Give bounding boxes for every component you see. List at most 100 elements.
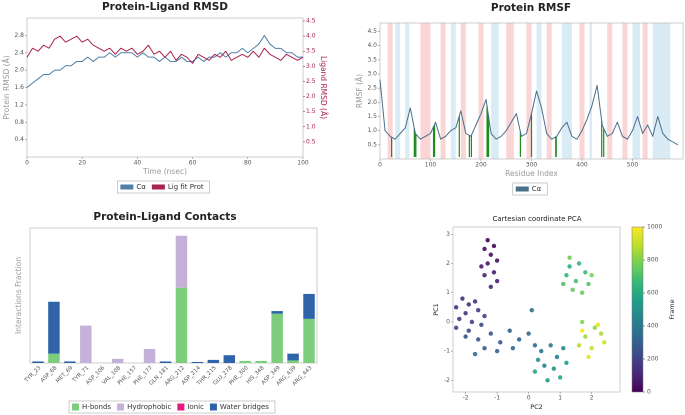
legend-label: Cα xyxy=(532,185,542,193)
bar-segment xyxy=(175,287,188,363)
scatter-point xyxy=(554,354,560,360)
scatter-point xyxy=(488,284,494,290)
bar-segment xyxy=(303,318,315,363)
y-tick-label: 2.5 xyxy=(367,85,377,92)
y-tick-label: 1.5 xyxy=(367,113,377,120)
x-tick-label: -2 xyxy=(463,395,469,402)
structure-band xyxy=(642,23,648,159)
legend-swatch xyxy=(72,403,80,411)
bar-segment xyxy=(159,361,172,363)
structure-band xyxy=(395,23,401,159)
x-axis-label: Residue Index xyxy=(505,169,558,178)
legend-swatch xyxy=(117,403,125,411)
x-tick-label: TYR_23 xyxy=(23,365,43,385)
legend: Cα xyxy=(512,182,548,196)
bar-segment xyxy=(303,293,315,319)
scatter-point xyxy=(561,281,566,287)
structure-band xyxy=(478,23,484,159)
scatter-point xyxy=(567,264,572,269)
structure-band xyxy=(579,23,585,159)
x-tick-label: 0 xyxy=(25,160,29,167)
legend-box xyxy=(512,182,548,196)
scatter-point xyxy=(494,348,500,354)
scatter-point xyxy=(460,296,465,301)
x-tick-label: -1 xyxy=(494,395,500,402)
structure-band xyxy=(420,23,431,159)
scatter-point xyxy=(579,328,585,333)
legend-label: Cα xyxy=(136,183,146,191)
scatter-point xyxy=(479,264,484,269)
structure-band xyxy=(561,23,572,159)
x-tick-label: 20 xyxy=(78,160,86,167)
scatter-point xyxy=(482,345,487,351)
scatter-point xyxy=(482,246,487,252)
structure-band xyxy=(460,23,466,159)
bar-segment xyxy=(175,235,188,288)
x-axis-label: Time (nsec) xyxy=(142,167,187,176)
x-tick-label: 500 xyxy=(627,162,639,169)
legend-label: H-bonds xyxy=(82,403,111,411)
legend-swatch xyxy=(209,403,217,411)
y-tick-label: 0.8 xyxy=(14,119,24,126)
bar-segment xyxy=(64,361,76,363)
y2-tick-label: 4.0 xyxy=(306,33,316,40)
legend-swatch xyxy=(120,184,134,190)
scatter-point xyxy=(576,343,582,348)
bar-segment xyxy=(207,359,220,363)
scatter-point xyxy=(476,337,481,342)
scatter-point xyxy=(545,378,550,383)
scatter-point xyxy=(488,331,494,336)
x-tick-label: 100 xyxy=(297,160,309,167)
scatter-point xyxy=(488,252,494,257)
structure-band xyxy=(387,23,393,159)
scatter-point xyxy=(482,272,487,278)
bar-segment xyxy=(271,311,283,314)
y2-tick-label: 2.5 xyxy=(306,78,316,85)
y-tick-label: 3.0 xyxy=(367,71,377,78)
bar-segment xyxy=(255,360,267,363)
series-line xyxy=(26,35,304,64)
structure-band xyxy=(405,23,410,159)
x-tick-label: MET_69 xyxy=(55,365,75,385)
bar-segment xyxy=(111,358,124,363)
x-tick-label: 200 xyxy=(475,162,487,169)
y-tick-label: 1.6 xyxy=(14,84,24,91)
y-axis-label: Interactions Fraction xyxy=(14,257,23,334)
scatter-point xyxy=(573,278,579,284)
scatter-point xyxy=(579,319,585,325)
scatter-point xyxy=(498,340,503,345)
bar-segment xyxy=(143,348,156,363)
y-tick-label: 4.5 xyxy=(367,28,377,35)
bar-segment xyxy=(48,353,60,363)
x-tick-label: 40 xyxy=(134,160,142,167)
structure-band xyxy=(607,23,613,159)
colorbar xyxy=(631,226,644,393)
y-tick-label: 2 xyxy=(446,260,450,267)
scatter-point xyxy=(602,340,607,345)
scatter-point xyxy=(482,313,487,319)
scatter-point xyxy=(551,366,557,371)
scatter-point xyxy=(485,237,490,243)
y2-tick-label: 4.5 xyxy=(306,18,316,25)
scatter-point xyxy=(570,287,575,292)
y2-tick-label: 2.0 xyxy=(306,93,316,100)
colorbar-tick-label: 1000 xyxy=(647,224,662,231)
x-axis-label: PC2 xyxy=(530,403,543,411)
scatter-point xyxy=(494,278,500,284)
y2-tick-label: 1.0 xyxy=(306,123,316,130)
y-tick-label: 0.4 xyxy=(14,136,24,143)
scatter-point xyxy=(589,272,594,278)
y2-tick-label: 3.0 xyxy=(306,63,316,70)
colorbar-label: Frame xyxy=(668,299,676,319)
plot-frame xyxy=(452,226,621,393)
scatter-point xyxy=(598,331,604,336)
series-line xyxy=(379,79,679,146)
scatter-point xyxy=(494,258,500,263)
structure-band xyxy=(632,23,641,159)
scatter-point xyxy=(576,261,582,266)
y-tick-label: 2.8 xyxy=(14,32,24,39)
scatter-point xyxy=(463,334,468,339)
scatter-point xyxy=(469,319,475,325)
legend-label: Water bridges xyxy=(220,403,269,411)
